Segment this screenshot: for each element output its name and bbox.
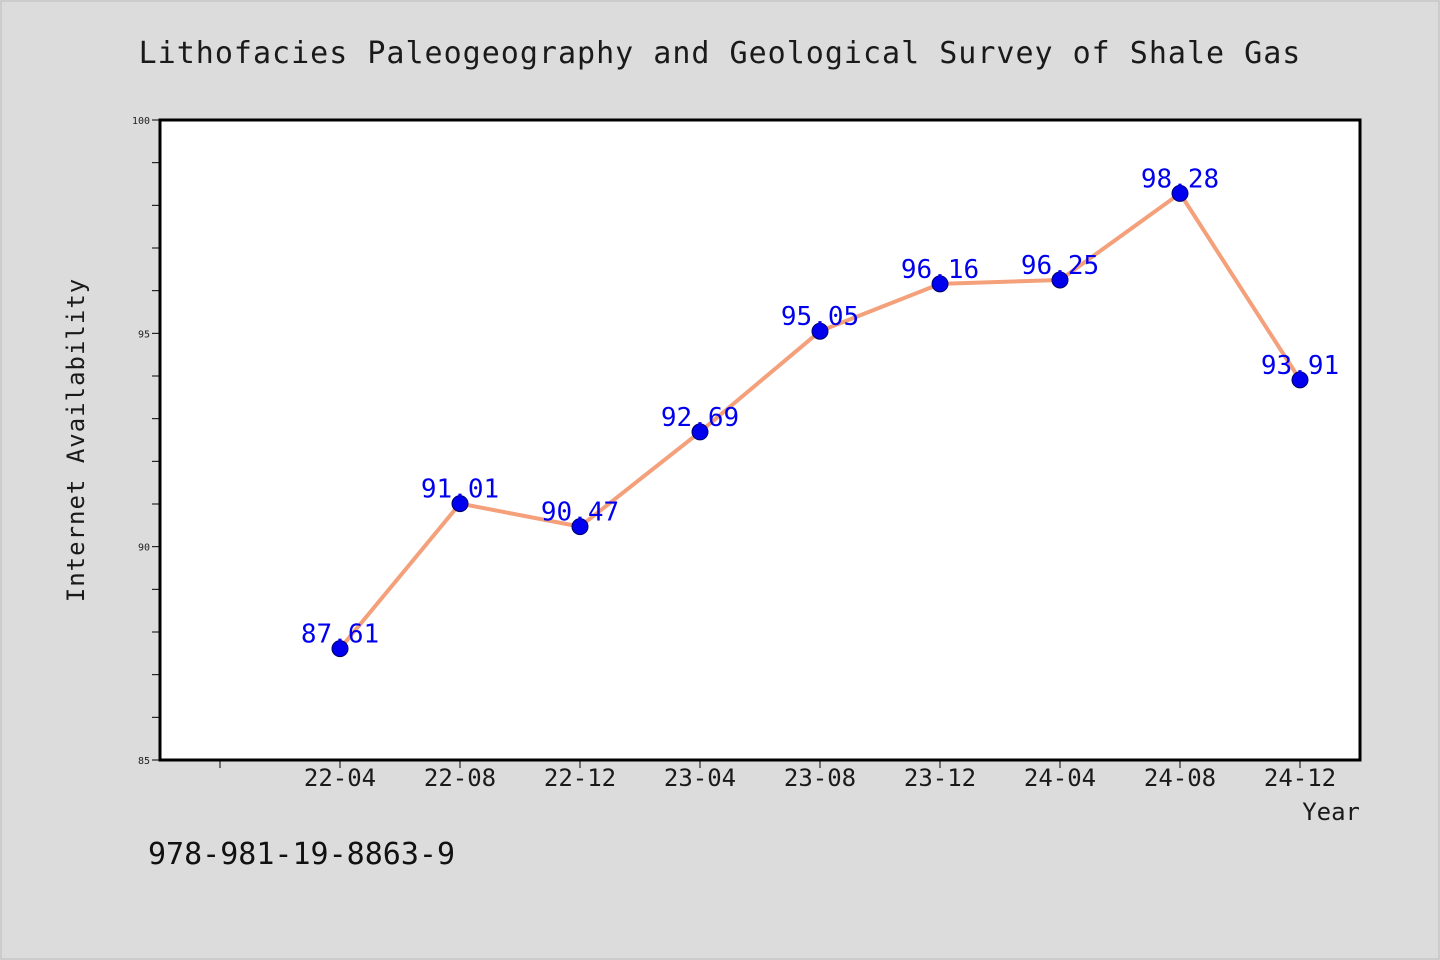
x-tick-label: 24-08 — [1144, 764, 1216, 792]
data-label: 93.91 — [1261, 351, 1339, 381]
data-label: 91.01 — [421, 475, 499, 505]
x-axis-ticks: 22-04 22-08 22-12 23-04 23-08 23-12 24-04 24-08… — [219, 760, 1336, 792]
data-point — [691, 423, 709, 441]
plot-area — [158, 118, 1362, 762]
x-tick-label: 23-12 — [904, 764, 976, 792]
y-tick-label: 95 — [138, 329, 150, 340]
chart-title: Lithofacies Paleogeography and Geologica… — [139, 36, 1302, 71]
y-tick-label: 90 — [138, 543, 150, 554]
y-tick-label: 85 — [138, 756, 150, 767]
data-label: 92.69 — [661, 403, 739, 433]
data-point — [451, 495, 469, 513]
data-point — [571, 518, 589, 536]
series-layer: 87.61 91.01 90.47 92.69 95.05 96.16 96.25 98.28… — [301, 164, 1339, 658]
data-point — [331, 640, 349, 658]
x-tick-label: 22-12 — [544, 764, 616, 792]
data-label: 98.28 — [1141, 164, 1219, 194]
data-point — [811, 322, 829, 340]
data-point — [1291, 371, 1309, 389]
x-tick-label: 22-04 — [304, 764, 376, 792]
data-point — [931, 275, 949, 293]
x-tick-label: 24-04 — [1024, 764, 1096, 792]
x-axis-label: Year — [1302, 798, 1360, 826]
data-label: 87.61 — [301, 620, 379, 650]
x-tick-label: 22-08 — [424, 764, 496, 792]
data-point — [1051, 271, 1069, 289]
x-tick-label: 24-12 — [1264, 764, 1336, 792]
y-axis-ticks: 85 90 95 100 — [132, 116, 160, 767]
x-tick-label: 23-04 — [664, 764, 736, 792]
isbn-text: 978-981-19-8863-9 — [148, 837, 455, 872]
data-point — [1171, 184, 1189, 202]
data-label: 96.25 — [1021, 251, 1099, 281]
y-tick-label: 100 — [132, 116, 150, 127]
data-label: 96.16 — [901, 255, 979, 285]
y-axis-label: Internet Availability — [62, 278, 90, 602]
data-label: 90.47 — [541, 498, 619, 528]
x-tick-label: 23-08 — [784, 764, 856, 792]
data-label: 95.05 — [781, 302, 859, 332]
